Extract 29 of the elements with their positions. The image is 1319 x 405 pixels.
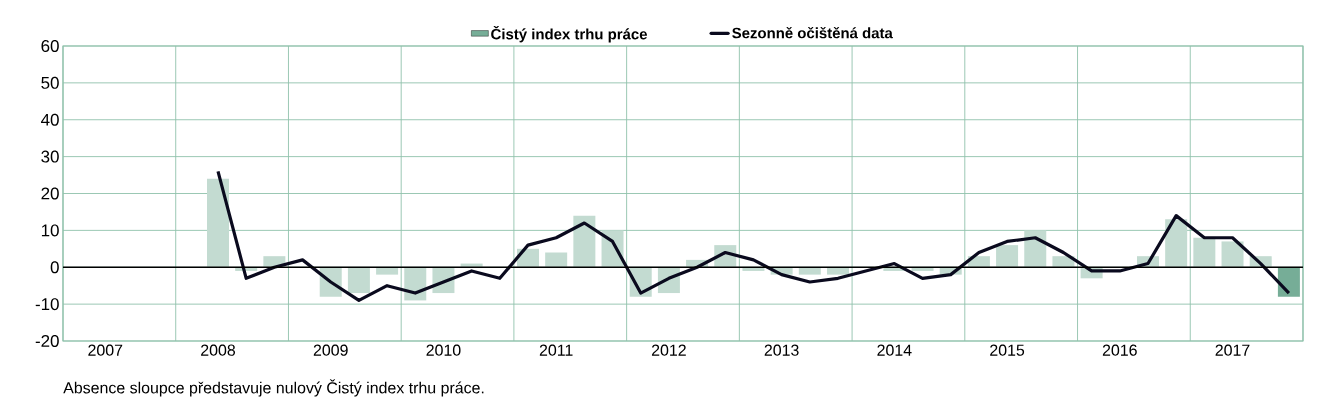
x-tick-label: 2012 [651, 344, 686, 356]
y-tick-label: -20 [35, 335, 59, 347]
y-tick-label: 40 [41, 113, 59, 126]
bar [573, 215, 596, 268]
x-tick-label: 2011 [539, 344, 573, 356]
x-tick-label: 2008 [201, 344, 236, 356]
bar [347, 267, 370, 294]
legend-label: Sezonně očištěná data [732, 27, 893, 39]
y-tick-label: 50 [41, 76, 59, 89]
x-tick-label: 2014 [877, 344, 912, 356]
x-tick-label: 2009 [313, 344, 348, 356]
y-tick-label: 10 [41, 224, 59, 237]
bar [996, 245, 1019, 268]
x-tick-label: 2010 [426, 344, 461, 356]
y-tick-label: 60 [41, 40, 59, 52]
x-tick-label: 2017 [1215, 344, 1250, 356]
x-tick-label: 2016 [1102, 344, 1137, 356]
bar [1193, 237, 1216, 268]
text: Absence sloupce představuje nulový Čistý index trhu práce. [63, 379, 484, 397]
y-tick-label: 0 [50, 261, 59, 274]
bar [207, 178, 229, 268]
y-tick-label: 30 [41, 150, 59, 163]
x-tick-label: 2007 [88, 344, 123, 356]
x-tick-label: 2015 [990, 344, 1025, 356]
y-tick-label: 20 [41, 187, 59, 200]
legend-label: Čistý index trhu práce [491, 25, 647, 43]
x-tick-label: 2013 [764, 344, 799, 356]
bar [1221, 241, 1244, 268]
y-tick-label: -10 [35, 298, 59, 311]
